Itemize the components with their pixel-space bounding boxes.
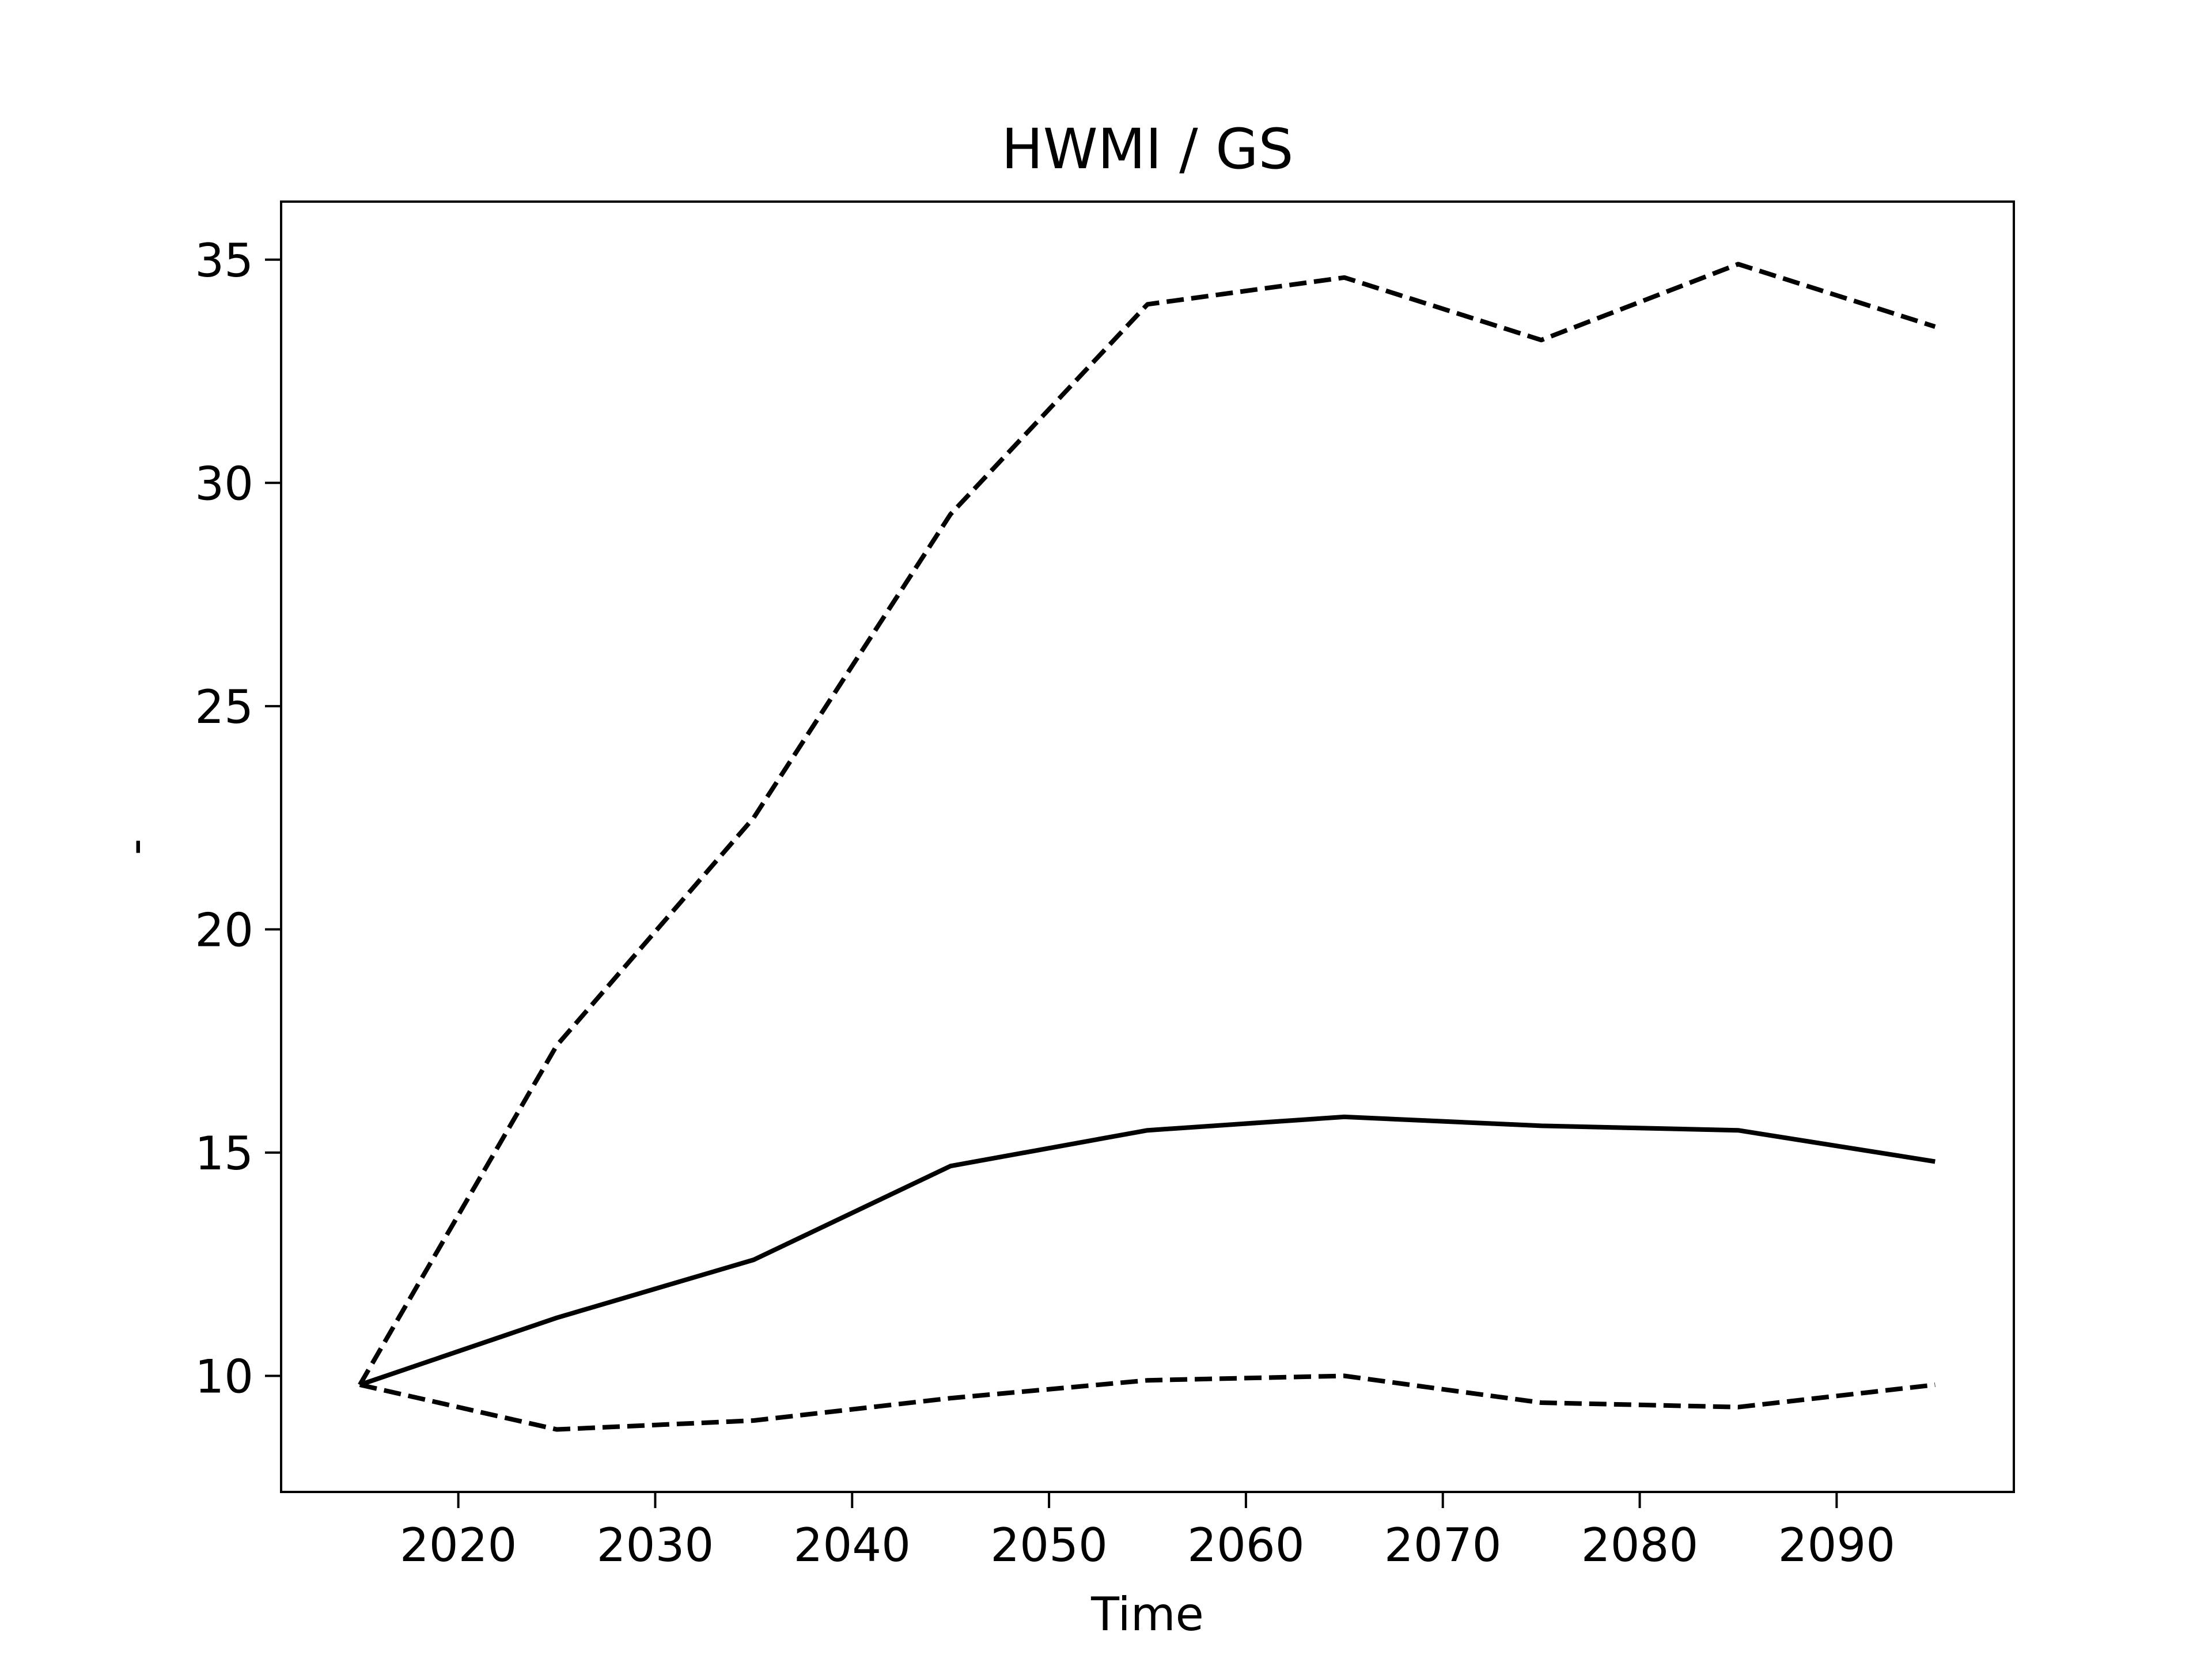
x-tick-label: 2080: [1581, 1518, 1699, 1572]
plot-frame: [280, 200, 2015, 1493]
y-tick-label: 35: [195, 234, 253, 287]
x-tick-label: 2070: [1384, 1518, 1502, 1572]
x-axis-label: Time: [1090, 1588, 1204, 1641]
y-tick-label: 30: [195, 457, 253, 510]
x-tick-label: 2030: [597, 1518, 714, 1572]
y-axis-ticks: 10 15 20 25 30 35: [195, 234, 281, 1403]
dashed-series-line-2: [359, 1373, 1936, 1432]
x-tick-label: 2090: [1778, 1518, 1896, 1572]
solid-series-line-1: [359, 1114, 1936, 1387]
x-tick-label: 2020: [400, 1518, 517, 1572]
x-tick-label: 2050: [990, 1518, 1108, 1572]
chart-title: HWMI / GS: [1002, 117, 1294, 181]
y-tick-label: 20: [195, 903, 253, 957]
y-tick-label: 10: [195, 1350, 253, 1403]
x-axis-ticks: 2020 2030 2040 2050 2060 2070 2080 2090: [400, 1492, 1895, 1572]
y-tick-label: 15: [195, 1127, 253, 1180]
x-tick-label: 2060: [1187, 1518, 1305, 1572]
dashed-series-line-0: [358, 262, 1936, 1387]
series-layer: [358, 262, 1936, 1432]
y-tick-label: 25: [195, 680, 253, 734]
x-tick-label: 2040: [793, 1518, 911, 1572]
y-axis-label: -: [108, 839, 162, 855]
